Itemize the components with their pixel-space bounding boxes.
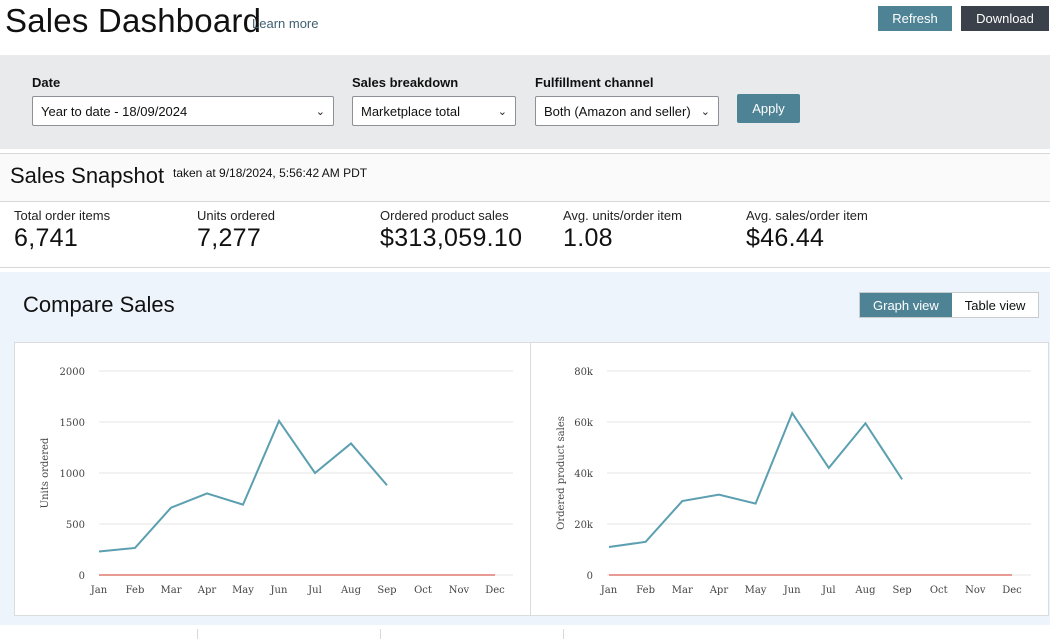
x-tick-label: Oct — [414, 585, 432, 596]
apply-button[interactable]: Apply — [737, 94, 800, 123]
x-tick-label: Feb — [636, 585, 655, 596]
metric-value: 7,277 — [197, 224, 262, 252]
date-select-value: Year to date - 18/09/2024 — [41, 103, 188, 119]
x-tick-label: Feb — [126, 585, 145, 596]
chevron-down-icon: ⌄ — [700, 105, 710, 118]
date-filter-label: Date — [32, 75, 61, 90]
ordered-product-sales-chart: 0 20k 40k 60k 80k Jan Feb Mar Apr May Jun Jul Aug Sep… — [530, 342, 1049, 616]
snapshot-timestamp: taken at 9/18/2024, 5:56:42 AM PDT — [173, 166, 368, 180]
metric-label: Avg. sales/order item — [746, 208, 868, 223]
x-tick-label: Jun — [783, 585, 801, 596]
x-tick-label: Aug — [340, 585, 362, 596]
channel-filter-label: Fulfillment channel — [535, 75, 654, 90]
x-tick-label: Jul — [821, 585, 836, 596]
chevron-down-icon: ⌄ — [315, 105, 325, 118]
bottom-strip — [0, 625, 1050, 641]
metric-value: $46.44 — [746, 224, 825, 252]
snapshot-title: Sales Snapshot — [10, 163, 165, 188]
refresh-button[interactable]: Refresh — [878, 6, 952, 31]
units-ordered-chart: 0 500 1000 1500 2000 Jan Feb Mar Apr May Jun Jul Aug… — [14, 342, 531, 616]
y-tick-label: 60k — [574, 418, 594, 429]
divider — [563, 629, 564, 639]
metric-ordered-product-sales: Ordered product sales $313,059.10 — [380, 208, 522, 253]
breakdown-select-value: Marketplace total — [361, 103, 460, 119]
graph-view-button[interactable]: Graph view — [860, 293, 952, 317]
breakdown-filter-label: Sales breakdown — [352, 75, 459, 90]
metric-label: Total order items — [14, 208, 111, 223]
y-tick-label: 20k — [574, 520, 594, 531]
x-tick-label: Jul — [307, 585, 322, 596]
series-line — [98, 418, 388, 553]
channel-select[interactable]: Both (Amazon and seller) ⌄ — [535, 96, 719, 126]
y-tick-label: 0 — [79, 571, 85, 582]
x-tick-label: May — [232, 585, 254, 596]
y-tick-label: 80k — [574, 367, 594, 378]
view-toggle: Graph view Table view — [859, 292, 1040, 318]
x-tick-label: Sep — [893, 585, 912, 596]
metric-value: 1.08 — [563, 224, 613, 252]
chevron-down-icon: ⌄ — [497, 105, 507, 118]
metric-value: $313,059.10 — [380, 224, 523, 252]
table-view-button[interactable]: Table view — [964, 297, 1026, 313]
metric-label: Units ordered — [197, 208, 276, 223]
metric-avg-units-per-order-item: Avg. units/order item 1.08 — [563, 208, 682, 253]
x-tick-label: Nov — [965, 585, 986, 596]
learn-more-link[interactable]: Learn more — [252, 16, 319, 31]
x-tick-label: Mar — [672, 585, 693, 596]
metric-label: Ordered product sales — [380, 208, 509, 223]
x-tick-label: Nov — [449, 585, 470, 596]
download-button[interactable]: Download — [961, 6, 1049, 31]
snapshot-metrics: Total order items 6,741 Units ordered 7,… — [0, 202, 1050, 268]
divider — [197, 629, 198, 639]
page-title: Sales Dashboard — [5, 2, 262, 39]
metric-total-order-items: Total order items 6,741 — [14, 208, 110, 253]
x-tick-label: Dec — [1002, 585, 1022, 596]
x-tick-label: Mar — [161, 585, 182, 596]
metric-value: 6,741 — [14, 224, 79, 252]
y-axis-label: Units ordered — [40, 437, 51, 508]
y-axis-label: Ordered product sales — [556, 416, 567, 530]
metric-units-ordered: Units ordered 7,277 — [197, 208, 275, 253]
x-tick-label: Jan — [90, 585, 108, 596]
ordered-product-sales-chart-svg: 0 20k 40k 60k 80k Jan Feb Mar Apr May Jun Jul Aug Sep… — [556, 367, 1031, 596]
x-tick-label: Apr — [709, 585, 729, 596]
x-tick-label: Oct — [930, 585, 948, 596]
snapshot-header: Sales Snapshot taken at 9/18/2024, 5:56:… — [0, 153, 1050, 202]
y-tick-label: 1000 — [60, 469, 85, 480]
x-tick-label: Jun — [270, 585, 288, 596]
divider — [380, 629, 381, 639]
date-select[interactable]: Year to date - 18/09/2024 ⌄ — [32, 96, 334, 126]
x-tick-label: May — [745, 585, 767, 596]
y-tick-label: 2000 — [60, 367, 85, 378]
x-tick-label: Jan — [600, 585, 618, 596]
x-tick-label: Sep — [377, 585, 396, 596]
x-tick-label: Aug — [854, 585, 876, 596]
y-tick-label: 1500 — [60, 418, 85, 429]
y-tick-label: 0 — [587, 571, 593, 582]
series-line — [608, 410, 903, 548]
filter-bar: Date Year to date - 18/09/2024 ⌄ Sales b… — [0, 55, 1050, 149]
channel-select-value: Both (Amazon and seller) — [544, 103, 691, 119]
compare-sales-title: Compare Sales — [23, 292, 175, 317]
x-tick-label: Apr — [197, 585, 217, 596]
x-tick-label: Dec — [485, 585, 505, 596]
metric-avg-sales-per-order-item: Avg. sales/order item $46.44 — [746, 208, 868, 253]
metric-label: Avg. units/order item — [563, 208, 682, 223]
breakdown-select[interactable]: Marketplace total ⌄ — [352, 96, 516, 126]
units-ordered-chart-svg: 0 500 1000 1500 2000 Jan Feb Mar Apr May Jun Jul Aug… — [40, 367, 513, 596]
y-tick-label: 500 — [66, 520, 85, 531]
y-tick-label: 40k — [574, 469, 594, 480]
compare-sales-section: Compare Sales Graph view Table view 0 500… — [0, 272, 1050, 641]
page-header: Sales Dashboard Learn more Refresh Downl… — [0, 0, 1050, 55]
